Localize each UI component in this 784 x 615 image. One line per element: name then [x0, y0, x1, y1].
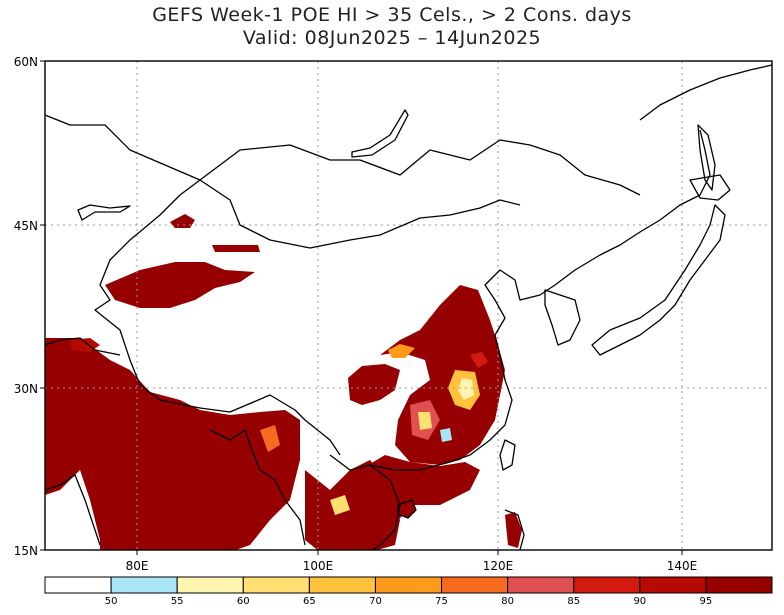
coastlines-borders [45, 64, 772, 550]
region-dzungaria [170, 214, 195, 228]
colorbar: 50 55 60 65 70 75 80 85 90 95 [44, 576, 773, 607]
x-tick-100E: 100E [303, 559, 334, 573]
region-tarim [105, 262, 255, 308]
colorbar-label: 65 [303, 596, 316, 607]
y-tick-60N: 60N [14, 55, 38, 69]
colorbar-swatch [507, 576, 575, 594]
region-luzon [505, 512, 522, 548]
x-tick-80E: 80E [126, 559, 149, 573]
y-tick-45N: 45N [14, 219, 38, 233]
map-title-line1: GEFS Week-1 POE HI > 35 Cels., > 2 Cons.… [152, 4, 632, 26]
colorbar-label: 95 [700, 596, 713, 607]
colorbar-swatch [308, 576, 376, 594]
y-tick-30N: 30N [14, 382, 38, 396]
region-south-asia [45, 338, 300, 550]
colorbar-swatch [374, 576, 443, 594]
probability-fill [45, 214, 522, 550]
colorbar-swatch [573, 576, 641, 594]
colorbar-swatch [110, 576, 178, 594]
colorbar-label: 90 [633, 596, 646, 607]
y-tick-15N: 15N [14, 544, 38, 558]
map-frame [44, 60, 773, 551]
region-south-china [360, 455, 480, 540]
colorbar-label: 70 [369, 596, 382, 607]
map-title-line2: Valid: 08Jun2025 – 14Jun2025 [242, 27, 542, 49]
colorbar-swatch [44, 576, 112, 594]
colorbar-label: 55 [171, 596, 184, 607]
region-turpan [212, 245, 260, 252]
colorbar-swatch [441, 576, 509, 594]
axis-ticks [40, 60, 683, 555]
probability-lower-spots [70, 338, 488, 515]
colorbar-swatch [639, 576, 707, 594]
x-tick-140E: 140E [667, 559, 698, 573]
region-sichuan [348, 364, 400, 405]
gridlines [45, 61, 772, 550]
colorbar-swatch [705, 576, 773, 594]
region-hainan [398, 500, 416, 518]
colorbar-label: 85 [567, 596, 580, 607]
colorbar-label: 75 [435, 596, 448, 607]
x-tick-120E: 120E [483, 559, 514, 573]
colorbar-label: 60 [237, 596, 250, 607]
colorbar-label: 50 [105, 596, 118, 607]
colorbar-swatch [176, 576, 244, 594]
colorbar-label: 80 [501, 596, 514, 607]
colorbar-swatch [242, 576, 310, 594]
